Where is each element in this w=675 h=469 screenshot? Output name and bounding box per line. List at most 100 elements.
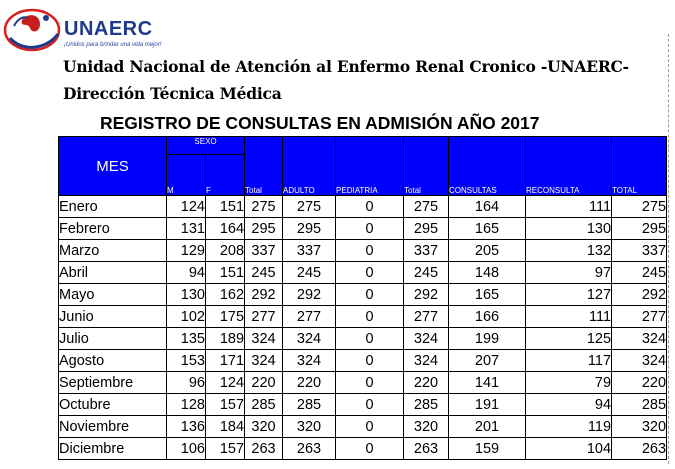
month-cell: Agosto — [58, 349, 167, 372]
m-cell: 102 — [166, 305, 206, 328]
table-row: Septiembre 96 124 220 220 0 220 141 79 220 — [58, 371, 668, 394]
adulto-cell: 324 — [282, 327, 337, 350]
total-cell: 337 — [244, 239, 284, 262]
total-3-cell: 324 — [611, 327, 668, 350]
adulto-cell: 285 — [282, 393, 337, 416]
consultas-cell: 166 — [448, 305, 527, 328]
f-cell: 175 — [204, 305, 246, 328]
reconsulta-cell: 117 — [525, 349, 613, 372]
m-cell: 131 — [166, 217, 206, 240]
table-row: Diciembre 106 157 263 263 0 263 159 104 263 — [58, 437, 668, 460]
table-row: Mayo 130 162 292 292 0 292 165 127 292 — [58, 283, 668, 306]
consultas-cell: 201 — [448, 415, 527, 438]
pediatria-cell: 0 — [335, 217, 405, 240]
table-row: Julio 135 189 324 324 0 324 199 125 324 — [58, 327, 668, 350]
total-2-cell: 337 — [403, 239, 450, 262]
total-2-cell: 292 — [403, 283, 450, 306]
total-2-cell: 324 — [403, 349, 450, 372]
f-cell: 171 — [204, 349, 246, 372]
m-cell: 94 — [166, 261, 206, 284]
m-cell: 128 — [166, 393, 206, 416]
header-total: Total — [244, 136, 284, 196]
m-cell: 153 — [166, 349, 206, 372]
m-cell: 129 — [166, 239, 206, 262]
m-cell: 96 — [166, 371, 206, 394]
consultas-cell: 199 — [448, 327, 527, 350]
total-2-cell: 324 — [403, 327, 450, 350]
logo-tagline: ¡Unidos para brindar una vida mejor! — [64, 42, 162, 48]
table-row: Enero 124 151 275 275 0 275 164 111 275 — [58, 195, 668, 218]
m-cell: 106 — [166, 437, 206, 460]
total-2-cell: 220 — [403, 371, 450, 394]
reconsulta-cell: 125 — [525, 327, 613, 350]
pediatria-cell: 0 — [335, 195, 405, 218]
f-cell: 208 — [204, 239, 246, 262]
f-cell: 184 — [204, 415, 246, 438]
header-mes: MES — [58, 136, 167, 196]
table-row: Febrero 131 164 295 295 0 295 165 130 295 — [58, 217, 668, 240]
pediatria-cell: 0 — [335, 349, 405, 372]
header-adulto: ADULTO — [282, 136, 337, 196]
total-3-cell: 220 — [611, 371, 668, 394]
table-row: Marzo 129 208 337 337 0 337 205 132 337 — [58, 239, 668, 262]
month-cell: Diciembre — [58, 437, 167, 460]
reconsulta-cell: 111 — [525, 305, 613, 328]
adulto-cell: 220 — [282, 371, 337, 394]
f-cell: 151 — [204, 261, 246, 284]
month-cell: Junio — [58, 305, 167, 328]
adulto-cell: 324 — [282, 349, 337, 372]
total-3-cell: 337 — [611, 239, 668, 262]
pediatria-cell: 0 — [335, 239, 405, 262]
reconsulta-cell: 130 — [525, 217, 613, 240]
pediatria-cell: 0 — [335, 393, 405, 416]
adulto-cell: 292 — [282, 283, 337, 306]
total-3-cell: 275 — [611, 195, 668, 218]
pediatria-cell: 0 — [335, 371, 405, 394]
header-m: M — [166, 154, 206, 196]
total-3-cell: 277 — [611, 305, 668, 328]
header-sexo: SEXO — [165, 136, 246, 155]
total-3-cell: 245 — [611, 261, 668, 284]
total-3-cell: 292 — [611, 283, 668, 306]
month-cell: Enero — [58, 195, 167, 218]
consultas-cell: 191 — [448, 393, 527, 416]
department-name: Dirección Técnica Médica — [63, 84, 282, 103]
institution-name: Unidad Nacional de Atención al Enfermo R… — [63, 57, 629, 76]
m-cell: 136 — [166, 415, 206, 438]
reconsulta-cell: 79 — [525, 371, 613, 394]
consultas-cell: 159 — [448, 437, 527, 460]
month-cell: Mayo — [58, 283, 167, 306]
table-title: REGISTRO DE CONSULTAS EN ADMISIÓN AÑO 20… — [100, 113, 540, 133]
month-cell: Febrero — [58, 217, 167, 240]
pediatria-cell: 0 — [335, 437, 405, 460]
table-row: Agosto 153 171 324 324 0 324 207 117 324 — [58, 349, 668, 372]
total-cell: 324 — [244, 349, 284, 372]
adulto-cell: 245 — [282, 261, 337, 284]
pediatria-cell: 0 — [335, 283, 405, 306]
total-cell: 285 — [244, 393, 284, 416]
pediatria-cell: 0 — [335, 415, 405, 438]
total-3-cell: 295 — [611, 217, 668, 240]
total-2-cell: 245 — [403, 261, 450, 284]
table-row: Octubre 128 157 285 285 0 285 191 94 285 — [58, 393, 668, 416]
total-cell: 277 — [244, 305, 284, 328]
total-cell: 220 — [244, 371, 284, 394]
total-cell: 295 — [244, 217, 284, 240]
consultations-table: MES SEXO Total ADULTO PEDIATRIA Total CO… — [58, 136, 668, 460]
f-cell: 162 — [204, 283, 246, 306]
total-3-cell: 324 — [611, 349, 668, 372]
total-cell: 263 — [244, 437, 284, 460]
consultas-cell: 148 — [448, 261, 527, 284]
m-cell: 135 — [166, 327, 206, 350]
total-2-cell: 263 — [403, 437, 450, 460]
reconsulta-cell: 111 — [525, 195, 613, 218]
pediatria-cell: 0 — [335, 261, 405, 284]
header-row-top: MES SEXO Total ADULTO PEDIATRIA Total CO… — [58, 136, 668, 196]
month-cell: Julio — [58, 327, 167, 350]
consultas-cell: 165 — [448, 217, 527, 240]
f-cell: 151 — [204, 195, 246, 218]
f-cell: 157 — [204, 437, 246, 460]
total-cell: 324 — [244, 327, 284, 350]
f-cell: 124 — [204, 371, 246, 394]
total-2-cell: 275 — [403, 195, 450, 218]
